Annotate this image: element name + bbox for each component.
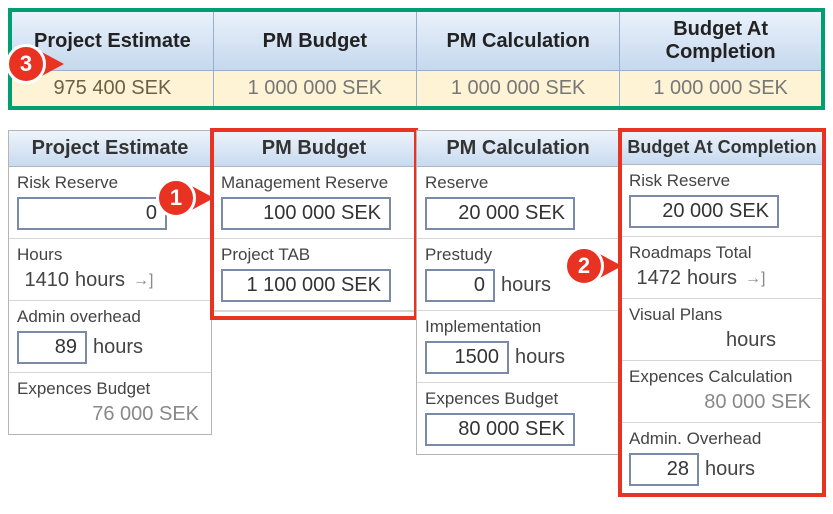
pc-reserve-input[interactable]: 20 000 SEK	[425, 197, 575, 230]
bac-admin-overhead-cell: Admin. Overhead 28 hours	[621, 423, 823, 494]
bac-visual-plans-unit: hours	[726, 329, 776, 352]
pc-reserve-cell: Reserve 20 000 SEK	[417, 167, 619, 239]
pb-management-reserve-cell: Management Reserve 100 000 SEK	[213, 167, 415, 239]
pe-admin-overhead-unit: hours	[93, 336, 143, 359]
expand-icon[interactable]: →]	[743, 270, 765, 288]
pb-project-tab-label: Project TAB	[221, 245, 407, 265]
bac-risk-reserve-input[interactable]: 20 000 SEK	[629, 195, 779, 228]
detail-panels: Project Estimate Risk Reserve 0 Hours 14…	[8, 130, 825, 495]
bac-expences-calc-label: Expences Calculation	[629, 367, 815, 387]
summary-table: Project Estimate PM Budget PM Calculatio…	[8, 8, 825, 110]
summary-value-budget-at-completion: 1 000 000 SEK	[620, 71, 823, 109]
pe-risk-reserve-cell: Risk Reserve 0	[9, 167, 211, 239]
panel-header-pm-calculation: PM Calculation	[417, 131, 619, 167]
bac-admin-overhead-unit: hours	[705, 458, 755, 481]
summary-header-pm-budget: PM Budget	[213, 10, 416, 71]
bac-visual-plans-label: Visual Plans	[629, 305, 815, 325]
pb-management-reserve-input[interactable]: 100 000 SEK	[221, 197, 391, 230]
pe-expences-budget-label: Expences Budget	[17, 379, 203, 399]
bac-expences-calc-value: 80 000 SEK	[629, 391, 815, 414]
bac-visual-plans-cell: Visual Plans hours	[621, 299, 823, 361]
pc-implementation-input[interactable]: 1500	[425, 341, 509, 374]
bac-roadmaps-total-label: Roadmaps Total	[629, 243, 815, 263]
spacer	[213, 311, 415, 317]
summary-value-pm-calculation: 1 000 000 SEK	[417, 71, 620, 109]
summary-value-project-estimate: 975 400 SEK	[10, 71, 213, 109]
pe-admin-overhead-cell: Admin overhead 89 hours	[9, 301, 211, 373]
pc-prestudy-cell: Prestudy 0 hours	[417, 239, 619, 311]
panel-header-project-estimate: Project Estimate	[9, 131, 211, 167]
pb-project-tab-cell: Project TAB 1 100 000 SEK	[213, 239, 415, 311]
pe-admin-overhead-label: Admin overhead	[17, 307, 203, 327]
panel-pm-calculation: PM Calculation Reserve 20 000 SEK Prestu…	[416, 130, 620, 455]
bac-roadmaps-total-cell: Roadmaps Total 1472 hours →]	[621, 237, 823, 299]
pc-expences-budget-label: Expences Budget	[425, 389, 611, 409]
panel-pm-budget: PM Budget Management Reserve 100 000 SEK…	[212, 130, 416, 318]
pe-hours-value: 1410	[17, 269, 69, 292]
pc-prestudy-label: Prestudy	[425, 245, 611, 265]
bac-admin-overhead-input[interactable]: 28	[629, 453, 699, 486]
pb-project-tab-input[interactable]: 1 100 000 SEK	[221, 269, 391, 302]
summary-value-pm-budget: 1 000 000 SEK	[213, 71, 416, 109]
page: 3 1 2 Project Estimate PM Budget PM Calc…	[8, 8, 825, 495]
pe-expences-budget-value: 76 000 SEK	[17, 403, 203, 426]
expand-icon[interactable]: →]	[131, 272, 153, 290]
bac-risk-reserve-cell: Risk Reserve 20 000 SEK	[621, 165, 823, 237]
summary-header-pm-calculation: PM Calculation	[417, 10, 620, 71]
pc-reserve-label: Reserve	[425, 173, 611, 193]
pe-admin-overhead-input[interactable]: 89	[17, 331, 87, 364]
pe-hours-label: Hours	[17, 245, 203, 265]
pb-management-reserve-label: Management Reserve	[221, 173, 407, 193]
pc-expences-budget-cell: Expences Budget 80 000 SEK	[417, 383, 619, 454]
panel-header-budget-at-completion: Budget At Completion	[621, 131, 823, 165]
panel-project-estimate: Project Estimate Risk Reserve 0 Hours 14…	[8, 130, 212, 435]
summary-header-project-estimate: Project Estimate	[10, 10, 213, 71]
panel-budget-at-completion: Budget At Completion Risk Reserve 20 000…	[620, 130, 824, 495]
pe-risk-reserve-label: Risk Reserve	[17, 173, 203, 193]
bac-risk-reserve-label: Risk Reserve	[629, 171, 815, 191]
pe-risk-reserve-input[interactable]: 0	[17, 197, 167, 230]
summary-value-row: 975 400 SEK 1 000 000 SEK 1 000 000 SEK …	[10, 71, 823, 109]
bac-admin-overhead-label: Admin. Overhead	[629, 429, 815, 449]
pc-implementation-label: Implementation	[425, 317, 611, 337]
summary-header-budget-at-completion: Budget At Completion	[620, 10, 823, 71]
pc-implementation-unit: hours	[515, 346, 565, 369]
bac-roadmaps-total-value: 1472	[629, 267, 681, 290]
pe-hours-cell: Hours 1410 hours →]	[9, 239, 211, 301]
bac-expences-calc-cell: Expences Calculation 80 000 SEK	[621, 361, 823, 423]
pc-implementation-cell: Implementation 1500 hours	[417, 311, 619, 383]
pc-expences-budget-input[interactable]: 80 000 SEK	[425, 413, 575, 446]
bac-roadmaps-total-unit: hours	[687, 267, 737, 290]
panel-header-pm-budget: PM Budget	[213, 131, 415, 167]
summary-header-row: Project Estimate PM Budget PM Calculatio…	[10, 10, 823, 71]
pc-prestudy-input[interactable]: 0	[425, 269, 495, 302]
pe-hours-unit: hours	[75, 269, 125, 292]
pc-prestudy-unit: hours	[501, 274, 551, 297]
pe-expences-budget-cell: Expences Budget 76 000 SEK	[9, 373, 211, 434]
